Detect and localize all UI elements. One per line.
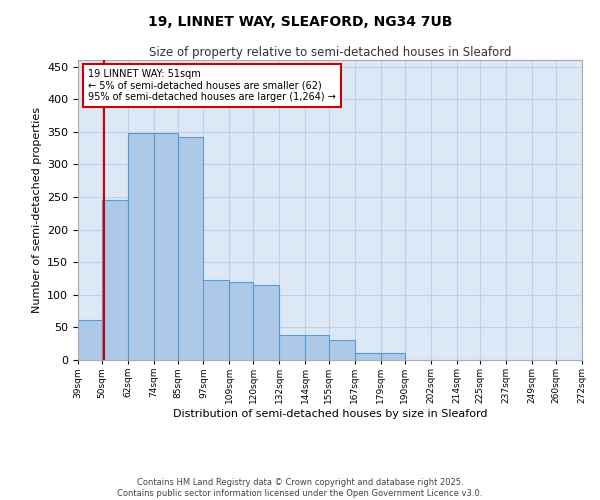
Y-axis label: Number of semi-detached properties: Number of semi-detached properties — [32, 107, 41, 313]
Text: 19 LINNET WAY: 51sqm
← 5% of semi-detached houses are smaller (62)
95% of semi-d: 19 LINNET WAY: 51sqm ← 5% of semi-detach… — [88, 69, 336, 102]
Title: Size of property relative to semi-detached houses in Sleaford: Size of property relative to semi-detach… — [149, 46, 511, 59]
Text: 19, LINNET WAY, SLEAFORD, NG34 7UB: 19, LINNET WAY, SLEAFORD, NG34 7UB — [148, 15, 452, 29]
Text: Contains HM Land Registry data © Crown copyright and database right 2025.
Contai: Contains HM Land Registry data © Crown c… — [118, 478, 482, 498]
X-axis label: Distribution of semi-detached houses by size in Sleaford: Distribution of semi-detached houses by … — [173, 409, 487, 419]
